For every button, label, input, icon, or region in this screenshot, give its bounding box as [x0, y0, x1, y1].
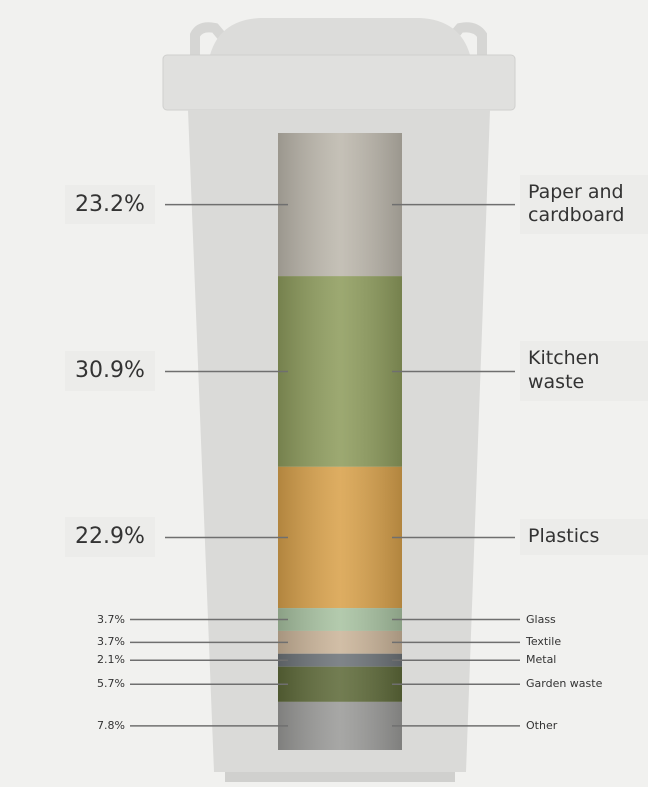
category-label: Other [526, 719, 557, 733]
category-label: Paper and cardboard [520, 175, 648, 235]
segment-shade [278, 702, 402, 750]
segment-shade [278, 467, 402, 608]
segment-shade [278, 667, 402, 702]
segments [278, 133, 402, 750]
value-label: 30.9% [65, 351, 155, 391]
value-label: 5.7% [97, 677, 125, 691]
category-label: Glass [526, 613, 556, 627]
category-label: Plastics [520, 519, 648, 555]
category-label: Garden waste [526, 677, 602, 691]
bin-lid-top [210, 18, 470, 55]
category-label: Kitchen waste [520, 341, 648, 401]
value-label: 22.9% [65, 517, 155, 557]
value-label: 3.7% [97, 635, 125, 649]
segment-shade [278, 133, 402, 276]
value-label: 7.8% [97, 719, 125, 733]
value-label: 2.1% [97, 653, 125, 667]
segment-shade [278, 654, 402, 667]
category-label: Metal [526, 653, 556, 667]
segment-shade [278, 276, 402, 467]
value-label: 23.2% [65, 185, 155, 225]
segment-shade [278, 608, 402, 631]
segment-shade [278, 631, 402, 654]
category-label: Textile [526, 635, 561, 649]
infographic: 23.2% Paper and cardboard 30.9% Kitchen was… [0, 0, 648, 787]
value-label: 3.7% [97, 613, 125, 627]
bin-lid [163, 55, 515, 110]
bin-base [225, 772, 455, 782]
